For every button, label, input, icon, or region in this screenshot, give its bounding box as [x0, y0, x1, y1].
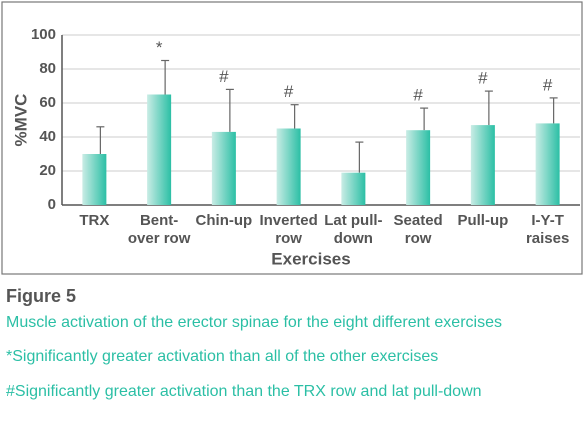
y-tick-label: 60 — [39, 94, 56, 111]
chart-frame — [1, 1, 583, 275]
bar — [470, 125, 495, 205]
y-tick-label: 20 — [39, 162, 56, 179]
x-tick-label: Lat pull- — [324, 212, 382, 229]
bar — [276, 128, 301, 205]
y-tick-label: 0 — [48, 196, 56, 213]
x-tick-label: Chin-up — [196, 212, 253, 229]
bar — [82, 154, 107, 205]
caption-line: *Significantly greater activation than a… — [6, 348, 438, 365]
x-tick-label: Inverted — [259, 212, 317, 229]
significance-marker: * — [156, 38, 163, 57]
x-tick-label: row — [405, 230, 432, 247]
x-tick-label: Seated — [394, 212, 443, 229]
significance-marker: # — [284, 82, 294, 101]
bar — [211, 131, 236, 205]
caption-line: #Significantly greater activation than t… — [6, 383, 482, 400]
significance-marker: # — [413, 86, 423, 105]
x-tick-label: TRX — [79, 212, 109, 229]
x-tick-label: over row — [128, 230, 191, 247]
bar — [341, 172, 366, 205]
x-tick-label: Pull-up — [457, 212, 508, 229]
y-tick-label: 40 — [39, 128, 56, 145]
significance-marker: # — [478, 69, 488, 88]
y-axis-title: %MVC — [11, 94, 30, 147]
bar — [147, 94, 172, 205]
x-axis-title: Exercises — [271, 249, 350, 268]
x-tick-label: raises — [526, 230, 569, 247]
y-tick-label: 100 — [31, 26, 56, 43]
x-tick-label: down — [334, 230, 373, 247]
y-tick-label: 80 — [39, 60, 56, 77]
caption-line: Muscle activation of the erector spinae … — [6, 314, 502, 331]
significance-marker: # — [543, 75, 553, 94]
x-tick-label: I-Y-T — [531, 212, 564, 229]
figure-label: Figure 5 — [6, 286, 76, 306]
x-tick-label: Bent- — [140, 212, 178, 229]
x-tick-label: row — [275, 230, 302, 247]
bar — [406, 130, 431, 205]
significance-marker: # — [219, 67, 229, 86]
bar — [535, 123, 560, 205]
